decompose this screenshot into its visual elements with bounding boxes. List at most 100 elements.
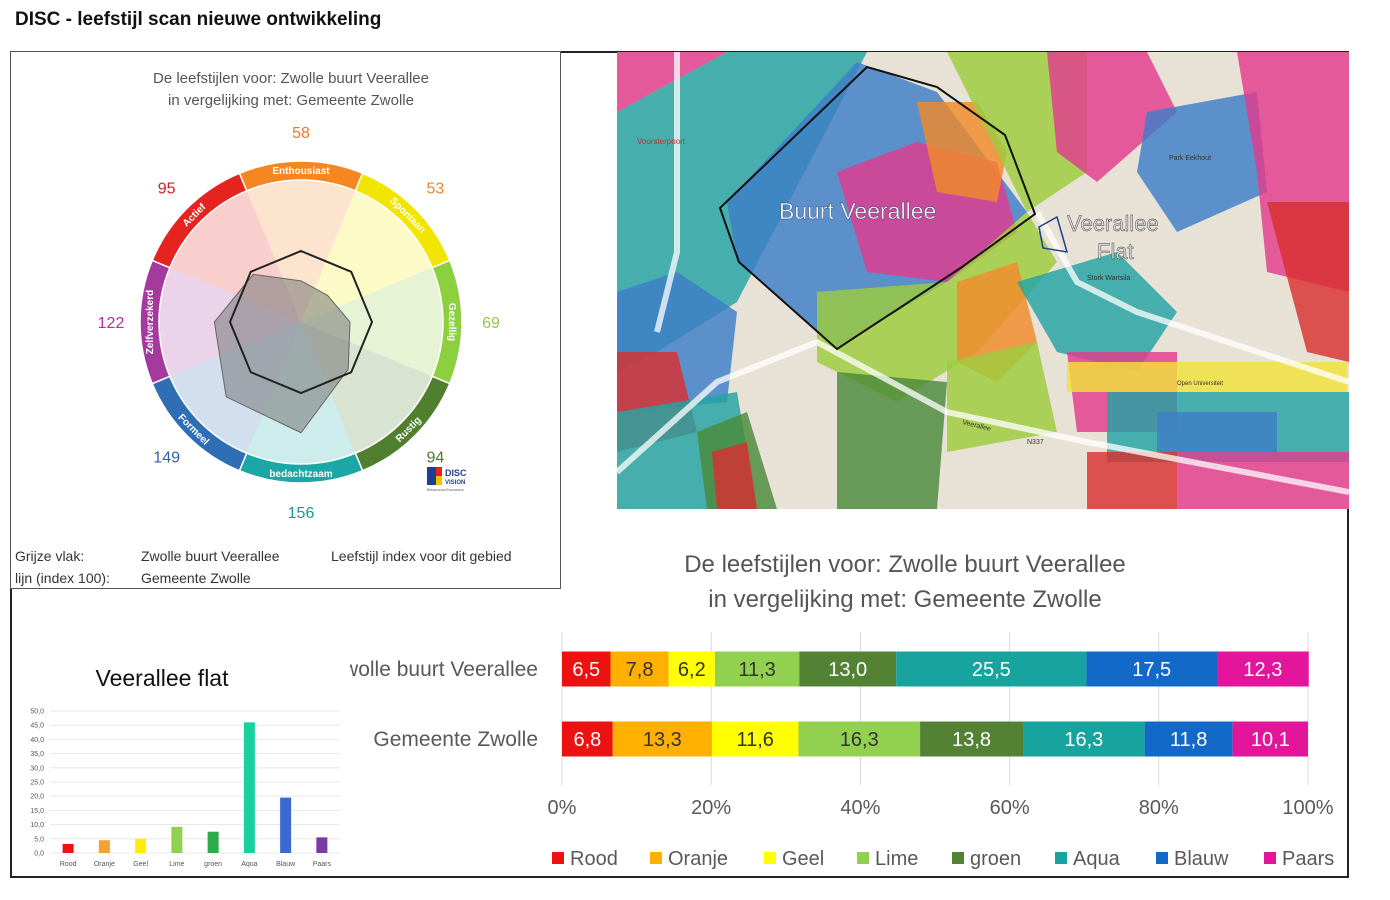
bar-legend-swatch bbox=[1055, 852, 1067, 864]
bar-segment bbox=[920, 721, 1024, 757]
bar-data-label: 6,5 bbox=[572, 659, 600, 681]
radar-value-label: 156 bbox=[288, 505, 315, 522]
disc-vision-logo: DISC VISION Behavioural Economics bbox=[427, 467, 467, 492]
bar-legend-label: Paars bbox=[1282, 848, 1334, 870]
flat-xtick-label: Geel bbox=[133, 861, 148, 868]
legend-line-label: lijn (index 100): bbox=[15, 570, 110, 586]
radar-title-line2: in vergelijking met: Gemeente Zwolle bbox=[168, 92, 414, 109]
map-zone-yellow-strip bbox=[1067, 362, 1347, 392]
bar-legend-swatch bbox=[552, 852, 564, 864]
bar-legend-swatch bbox=[1156, 852, 1168, 864]
radar-category-label: Zelfverzekerd bbox=[145, 290, 156, 354]
bar-data-label: 25,5 bbox=[972, 659, 1011, 681]
map-buurt-boundary bbox=[718, 65, 1037, 351]
map-road-south bbox=[617, 338, 1349, 495]
flat-ytick-label: 40,0 bbox=[30, 737, 44, 744]
map-road-rail bbox=[1034, 210, 1349, 385]
map-street-label: Park Eekhout bbox=[1169, 155, 1211, 162]
bar-data-label: 16,3 bbox=[840, 729, 879, 751]
bar-data-label: 13,3 bbox=[643, 729, 682, 751]
flat-xtick-label: Aqua bbox=[241, 861, 257, 868]
legend-grey-value: Zwolle buurt Veerallee bbox=[141, 548, 280, 564]
radar-title-line1: De leefstijlen voor: Zwolle buurt Veeral… bbox=[153, 70, 429, 87]
bar-legend-swatch bbox=[764, 852, 776, 864]
bar-category-label: Zwolle buurt Veerallee bbox=[330, 658, 538, 681]
flat-chart-panel: Veerallee flat 0,0 5,0 10,0 15,0 20,0 25,0 30,… bbox=[22, 660, 350, 875]
radar-value-label: 94 bbox=[426, 449, 444, 466]
bar-data-label: 16,3 bbox=[1064, 729, 1103, 751]
flat-xtick-label: Oranje bbox=[94, 861, 115, 868]
flat-bar bbox=[280, 797, 292, 853]
map-label-flat-2: Flat bbox=[1097, 239, 1134, 264]
bar-legend-label: Geel bbox=[782, 848, 824, 870]
map-street-label: Open Universiteit bbox=[1177, 381, 1223, 387]
bar-segment bbox=[1216, 651, 1309, 687]
map-zone-red-southeast bbox=[1087, 452, 1177, 509]
flat-xtick-label: Lime bbox=[169, 861, 184, 868]
logo-text-vision: VISION bbox=[445, 480, 465, 486]
flat-xtick-label: Paars bbox=[313, 861, 332, 868]
map-zone-blue-northeast bbox=[1137, 92, 1267, 232]
bar-data-label: 11,6 bbox=[736, 729, 773, 751]
bar-segment bbox=[714, 651, 800, 687]
bar-xtick-label: 80% bbox=[1139, 797, 1179, 819]
radar-wheel: EnthousiastSpontaanGezelligRustigbedacht… bbox=[98, 125, 500, 522]
radar-series-area bbox=[213, 273, 351, 434]
flat-ytick-label: 20,0 bbox=[30, 794, 44, 801]
map-zone-lime-southeast bbox=[947, 342, 1057, 452]
map-zone-lime-buurt bbox=[817, 212, 1057, 402]
bar-data-label: 7,8 bbox=[626, 659, 654, 681]
flat-ytick-label: 35,0 bbox=[30, 751, 44, 758]
radar-value-label: 69 bbox=[482, 315, 500, 332]
bar-segment bbox=[612, 721, 712, 757]
map-zone-pink-north bbox=[1047, 52, 1177, 182]
radar-ring-segment bbox=[151, 172, 248, 269]
map-street-label: N337 bbox=[1027, 439, 1044, 446]
radar-category-label: bedachtzaam bbox=[269, 469, 332, 480]
bar-segment bbox=[668, 651, 715, 687]
bar-xtick-label: 20% bbox=[691, 797, 731, 819]
map-zone-red-east bbox=[1267, 202, 1349, 362]
flat-bar-chart: Veerallee flat 0,0 5,0 10,0 15,0 20,0 25,0 30,… bbox=[30, 665, 340, 868]
bar-segment bbox=[798, 721, 921, 757]
radar-value-label: 53 bbox=[426, 181, 444, 198]
bar-legend-label: Rood bbox=[570, 848, 618, 870]
flat-bar bbox=[98, 840, 110, 853]
bar-data-label: 6,8 bbox=[573, 729, 601, 751]
bar-data-label: 11,3 bbox=[738, 659, 775, 681]
bar-segment bbox=[1232, 721, 1308, 757]
bar-segment bbox=[562, 721, 613, 757]
bar-legend-label: Oranje bbox=[668, 848, 728, 870]
map-street-label: Stork Wartsila bbox=[1087, 275, 1130, 282]
bar-xtick-label: 100% bbox=[1282, 797, 1333, 819]
flat-ytick-label: 15,0 bbox=[30, 808, 44, 815]
neighbourhood-map: Buurt Veerallee Veerallee Flat Voorsterp… bbox=[617, 52, 1349, 509]
flat-ytick-label: 50,0 bbox=[30, 709, 44, 716]
logo-mark-accent2 bbox=[436, 476, 442, 485]
logo-mark-accent bbox=[436, 467, 442, 476]
logo-text-disc: DISC bbox=[445, 468, 467, 478]
bar-legend-swatch bbox=[650, 852, 662, 864]
map-zone-red-south bbox=[712, 442, 757, 509]
map-zone-pink-southeast bbox=[1177, 452, 1349, 509]
flat-ytick-label: 25,0 bbox=[30, 780, 44, 787]
map-zone-blue-southeast bbox=[1157, 412, 1277, 452]
flat-xtick-label: groen bbox=[204, 861, 222, 868]
bar-data-label: 17,5 bbox=[1132, 659, 1171, 681]
legend-note: Leefstijl index voor dit gebied bbox=[331, 548, 512, 564]
bar-data-label: 10,1 bbox=[1251, 729, 1290, 751]
bar-data-label: 13,8 bbox=[952, 729, 991, 751]
map-road-west bbox=[654, 52, 680, 333]
flat-bar bbox=[316, 837, 328, 853]
bar-xtick-label: 0% bbox=[548, 797, 577, 819]
flat-ytick-label: 0,0 bbox=[34, 851, 44, 858]
flat-xtick-label: Rood bbox=[60, 861, 77, 868]
bar-legend-label: groen bbox=[970, 848, 1021, 870]
bar-legend-swatch bbox=[1264, 852, 1276, 864]
flat-ytick-label: 10,0 bbox=[30, 822, 44, 829]
page-title: DISC - leefstijl scan nieuwe ontwikkelin… bbox=[15, 9, 382, 30]
radar-category-label: Gezellig bbox=[446, 303, 457, 341]
map-zone-green-south bbox=[837, 372, 947, 509]
flat-bar bbox=[171, 826, 183, 853]
bar-xtick-label: 60% bbox=[990, 797, 1030, 819]
